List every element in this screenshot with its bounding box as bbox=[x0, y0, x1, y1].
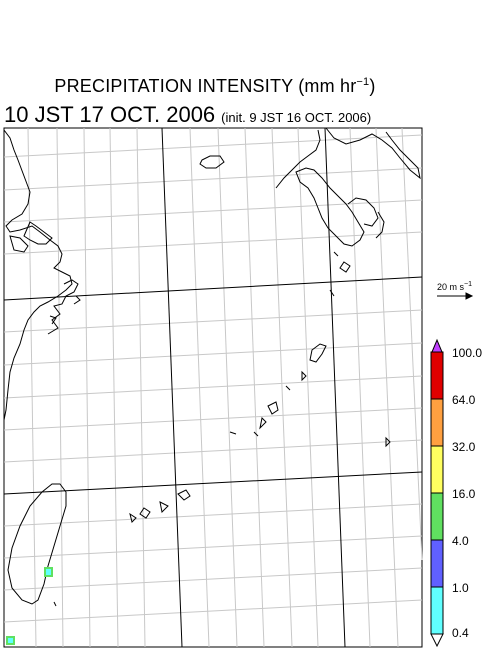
colorbar-segment bbox=[430, 539, 444, 588]
map-title: PRECIPITATION INTENSITY (mm hr−1) bbox=[54, 76, 376, 96]
legend-level-label: 4.0 bbox=[452, 534, 469, 548]
colorbar-segment bbox=[430, 398, 444, 447]
major-grid-lines bbox=[3, 127, 423, 648]
colorbar-segment bbox=[430, 445, 444, 494]
colorbar-segment bbox=[430, 351, 444, 400]
init-time: (init. 9 JST 16 OCT. 2006) bbox=[221, 110, 372, 125]
colorbar bbox=[430, 338, 444, 648]
legend-level-label: 16.0 bbox=[452, 487, 476, 501]
colorbar-under-triangle bbox=[430, 633, 444, 648]
grid-lines bbox=[3, 127, 423, 648]
colorbar-segment bbox=[430, 492, 444, 541]
coastlines bbox=[3, 127, 421, 607]
colorbar-over-triangle bbox=[431, 338, 443, 353]
legend-level-label: 100.0 bbox=[452, 346, 483, 360]
legend-level-label: 1.0 bbox=[452, 581, 469, 595]
reference-vector-label: 20 m s−1 bbox=[437, 281, 472, 292]
legend-level-label: 0.4 bbox=[452, 626, 469, 640]
map-subtitle: 10 JST 17 OCT. 2006 (init. 9 JST 16 OCT. … bbox=[4, 102, 371, 128]
legend-level-label: 32.0 bbox=[452, 440, 476, 454]
colorbar-segment bbox=[430, 586, 444, 635]
valid-time: 10 JST 17 OCT. 2006 bbox=[4, 102, 216, 127]
legend-level-label: 64.0 bbox=[452, 393, 476, 407]
reference-vector-arrow bbox=[437, 292, 474, 300]
rain-patches bbox=[6, 567, 53, 645]
